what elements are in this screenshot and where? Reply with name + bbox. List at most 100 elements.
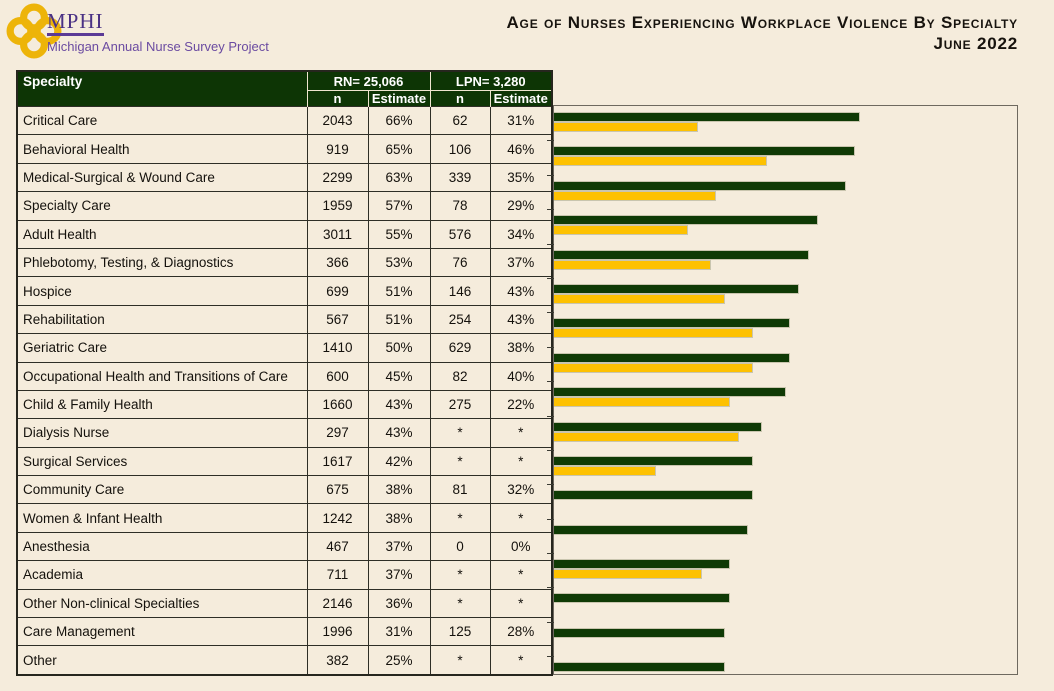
cell-rn-n: 699 [306, 276, 369, 306]
chart-row [547, 593, 1017, 624]
cell-lpn-estimate: 34% [489, 219, 553, 249]
cell-lpn-n: 0 [429, 531, 491, 562]
lpn-bar [554, 156, 767, 167]
cell-rn-estimate: 43% [367, 389, 431, 420]
cell-rn-estimate: 45% [367, 361, 431, 391]
cell-rn-n: 600 [306, 361, 369, 391]
cell-lpn-n: 275 [429, 389, 491, 420]
chart-row [547, 627, 1017, 658]
cell-lpn-estimate: 46% [489, 134, 553, 164]
chart-row [547, 559, 1017, 589]
table-row: Medical-Surgical & Wound Care 2299 63% 339 3… [16, 162, 553, 193]
rn-bar [554, 146, 855, 157]
rn-bar [554, 215, 818, 226]
cell-lpn-estimate: 43% [489, 276, 553, 306]
table-row: Care Management 1996 31% 125 28% [16, 617, 553, 647]
rn-bar [554, 283, 800, 294]
cell-lpn-estimate: 22% [489, 389, 553, 420]
table-row: Academia 711 37% * * [16, 560, 553, 590]
lpn-bar [554, 122, 698, 132]
table-row: Community Care 675 38% 81 32% [16, 475, 553, 505]
table-row: Occupational Health and Transitions of C… [16, 361, 553, 391]
cell-lpn-estimate: * [489, 446, 553, 477]
cell-rn-estimate: 63% [367, 162, 431, 193]
cell-rn-n: 297 [306, 418, 369, 448]
cell-lpn-estimate: 29% [489, 191, 553, 221]
cell-lpn-n: 76 [429, 247, 491, 278]
table-row: Other Non-clinical Specialties 2146 36% * * [16, 588, 553, 619]
cell-lpn-n: 576 [429, 219, 491, 249]
cell-lpn-estimate: 0% [489, 531, 553, 562]
chart-row [547, 146, 1017, 177]
table-row: Surgical Services 1617 42% * * [16, 446, 553, 477]
cell-specialty: Critical Care [16, 105, 308, 136]
cell-rn-estimate: 25% [367, 645, 431, 676]
cell-lpn-n: * [429, 645, 491, 676]
cell-rn-n: 467 [306, 531, 369, 562]
cell-rn-n: 919 [306, 134, 369, 164]
cell-specialty: Other [16, 645, 308, 676]
cell-lpn-estimate: 35% [489, 162, 553, 193]
rn-bar [554, 593, 730, 604]
cell-rn-n: 2146 [306, 588, 369, 619]
rn-bar [554, 662, 726, 673]
lpn-bar [554, 465, 656, 476]
lpn-bar [554, 328, 754, 339]
cell-rn-estimate: 57% [367, 191, 431, 221]
cell-lpn-estimate: * [489, 418, 553, 448]
cell-rn-estimate: 51% [367, 304, 431, 335]
column-header-rn: RN= 25,066 [306, 71, 431, 91]
table-row: Specialty Care 1959 57% 78 29% [16, 191, 553, 221]
column-header-specialty: Specialty [16, 71, 308, 107]
cell-rn-n: 2043 [306, 105, 369, 136]
cell-specialty: Community Care [16, 475, 308, 505]
mphi-logo: MPHI Michigan Annual Nurse Survey Projec… [6, 3, 269, 59]
cell-rn-estimate: 38% [367, 503, 431, 533]
table-body: Critical Care 2043 66% 62 31% Behavioral Heal… [16, 105, 553, 676]
cell-lpn-estimate: 37% [489, 247, 553, 278]
table-row: Hospice 699 51% 146 43% [16, 276, 553, 306]
cell-specialty: Anesthesia [16, 531, 308, 562]
cell-specialty: Medical-Surgical & Wound Care [16, 162, 308, 193]
cell-specialty: Behavioral Health [16, 134, 308, 164]
cell-rn-n: 675 [306, 475, 369, 505]
subheader-lpn-estimate: Estimate [489, 90, 553, 107]
report-title-line1: Age of Nurses Experiencing Workplace Vio… [506, 13, 1018, 32]
specialty-table: Specialty RN= 25,066 LPN= 3,280 n Estima… [16, 70, 553, 676]
rn-bar [554, 490, 754, 501]
cell-lpn-n: 62 [429, 105, 491, 136]
cell-rn-n: 3011 [306, 219, 369, 249]
chart-row [547, 490, 1017, 521]
cell-lpn-estimate: * [489, 645, 553, 676]
chart-row [547, 249, 1017, 280]
cell-specialty: Specialty Care [16, 191, 308, 221]
cell-rn-n: 1617 [306, 446, 369, 477]
lpn-bar [554, 259, 712, 270]
chart-row [547, 387, 1017, 417]
table-row: Adult Health 3011 55% 576 34% [16, 219, 553, 249]
subheader-rn-estimate: Estimate [367, 90, 431, 107]
chart-row [547, 524, 1017, 555]
rn-bar [554, 524, 749, 535]
cell-lpn-n: * [429, 418, 491, 448]
lpn-bar [554, 225, 689, 236]
cell-specialty: Occupational Health and Transitions of C… [16, 361, 308, 391]
cell-rn-estimate: 55% [367, 219, 431, 249]
cell-rn-estimate: 65% [367, 134, 431, 164]
cell-specialty: Dialysis Nurse [16, 418, 308, 448]
cell-rn-n: 2299 [306, 162, 369, 193]
chart-row [547, 455, 1017, 486]
cell-rn-n: 1660 [306, 389, 369, 420]
cell-lpn-n: * [429, 560, 491, 590]
cell-rn-n: 567 [306, 304, 369, 335]
table-row: Anesthesia 467 37% 0 0% [16, 531, 553, 562]
cell-specialty: Other Non-clinical Specialties [16, 588, 308, 619]
cell-lpn-n: 81 [429, 475, 491, 505]
lpn-bar [554, 362, 754, 373]
chart-row [547, 352, 1017, 383]
cell-lpn-n: 339 [429, 162, 491, 193]
cell-lpn-n: 82 [429, 361, 491, 391]
cell-rn-estimate: 42% [367, 446, 431, 477]
cell-specialty: Academia [16, 560, 308, 590]
